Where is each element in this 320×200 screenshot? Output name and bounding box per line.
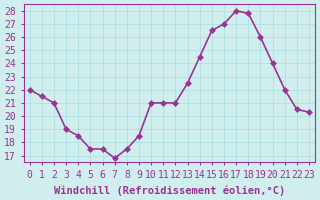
X-axis label: Windchill (Refroidissement éolien,°C): Windchill (Refroidissement éolien,°C) xyxy=(54,185,285,196)
